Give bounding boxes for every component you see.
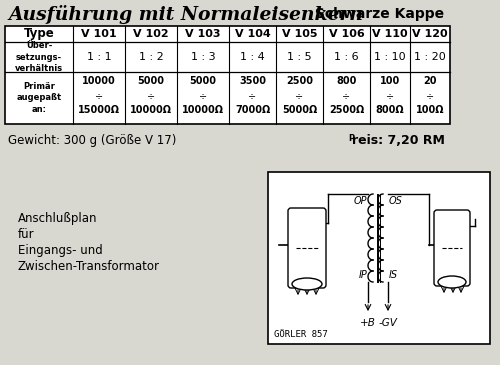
FancyBboxPatch shape	[288, 208, 326, 288]
Text: Über-
setzungs-
verhältnis: Über- setzungs- verhältnis	[15, 41, 63, 73]
Text: 1 : 6: 1 : 6	[334, 52, 359, 62]
Text: für: für	[18, 228, 34, 241]
Text: 5000: 5000	[190, 76, 216, 86]
Text: ÷: ÷	[248, 91, 256, 101]
Text: Primär
augepaßt
an:: Primär augepaßt an:	[16, 82, 62, 114]
Text: V 102: V 102	[133, 29, 169, 39]
Text: Ausführung mit Normaleisenkern: Ausführung mit Normaleisenkern	[8, 4, 363, 23]
Text: Gewicht: 300 g (Größe V 17): Gewicht: 300 g (Größe V 17)	[8, 134, 176, 147]
Text: V 110: V 110	[372, 29, 408, 39]
Text: 1 : 10: 1 : 10	[374, 52, 406, 62]
Text: 1 : 1: 1 : 1	[86, 52, 112, 62]
Text: Eingangs- und: Eingangs- und	[18, 244, 103, 257]
Text: 2500Ω: 2500Ω	[329, 105, 364, 115]
Text: ÷: ÷	[386, 91, 394, 101]
Text: GÖRLER 857: GÖRLER 857	[274, 330, 328, 339]
Text: -GV: -GV	[378, 318, 398, 328]
Text: +B: +B	[360, 318, 376, 328]
Text: 800Ω: 800Ω	[376, 105, 404, 115]
Text: 15000Ω: 15000Ω	[78, 105, 120, 115]
Bar	[5, 26, 450, 124]
Text: Type: Type	[24, 27, 54, 41]
Text: 1 : 2: 1 : 2	[138, 52, 164, 62]
Text: P: P	[348, 134, 354, 143]
Text: IP: IP	[358, 270, 367, 280]
Text: ÷: ÷	[95, 91, 103, 101]
Text: 10000: 10000	[82, 76, 116, 86]
FancyBboxPatch shape	[434, 210, 470, 286]
Text: 100: 100	[380, 76, 400, 86]
Text: 20: 20	[423, 76, 437, 86]
Text: 1 : 20: 1 : 20	[414, 52, 446, 62]
Text: Anschlußplan: Anschlußplan	[18, 212, 98, 225]
Text: 3500: 3500	[239, 76, 266, 86]
Text: 1 : 5: 1 : 5	[287, 52, 312, 62]
Text: ÷: ÷	[342, 91, 350, 101]
Text: 5000Ω: 5000Ω	[282, 105, 317, 115]
Text: Schwarze Kappe: Schwarze Kappe	[310, 7, 444, 21]
Text: V 101: V 101	[81, 29, 117, 39]
Text: 2500: 2500	[286, 76, 313, 86]
Text: V 105: V 105	[282, 29, 318, 39]
Text: ÷: ÷	[296, 91, 304, 101]
Text: 10000Ω: 10000Ω	[130, 105, 172, 115]
Text: OP: OP	[354, 196, 367, 206]
Text: 10000Ω: 10000Ω	[182, 105, 224, 115]
Text: V 106: V 106	[328, 29, 364, 39]
Text: V 120: V 120	[412, 29, 448, 39]
Text: 5000: 5000	[138, 76, 164, 86]
Text: IS: IS	[389, 270, 398, 280]
Text: V 103: V 103	[185, 29, 221, 39]
Text: ÷: ÷	[199, 91, 207, 101]
Text: 1 : 3: 1 : 3	[190, 52, 216, 62]
Text: 800: 800	[336, 76, 356, 86]
Text: reis: 7,20 RM: reis: 7,20 RM	[352, 134, 445, 147]
Text: 7000Ω: 7000Ω	[235, 105, 270, 115]
Bar	[268, 172, 490, 344]
Ellipse shape	[438, 276, 466, 288]
Text: OS: OS	[389, 196, 403, 206]
Text: 1 : 4: 1 : 4	[240, 52, 265, 62]
Text: ÷: ÷	[426, 91, 434, 101]
Ellipse shape	[292, 278, 322, 290]
Text: ÷: ÷	[147, 91, 155, 101]
Text: 100Ω: 100Ω	[416, 105, 444, 115]
Text: V 104: V 104	[234, 29, 270, 39]
Text: Zwischen-Transformator: Zwischen-Transformator	[18, 260, 160, 273]
